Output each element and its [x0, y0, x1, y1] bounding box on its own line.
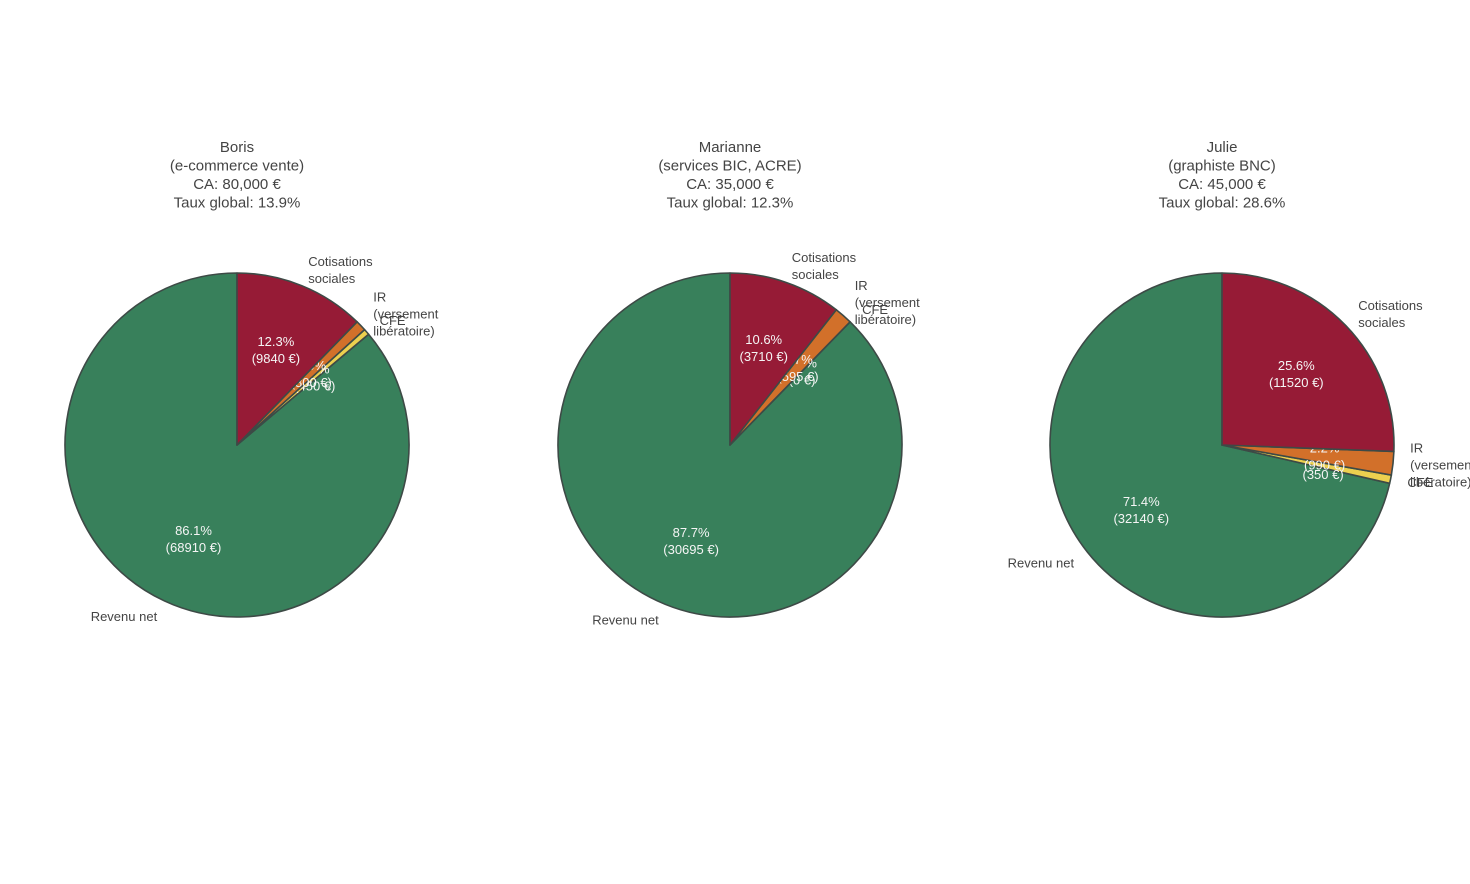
- slice-value-label-revenu-net: 86.1% (68910 €): [166, 523, 222, 555]
- slice-value-label-cotisations-sociales: 10.6% (3710 €): [739, 332, 787, 364]
- pie-chart-julie: Julie (graphiste BNC) CA: 45,000 € Taux glo…: [1008, 139, 1470, 618]
- chart-title: Julie (graphiste BNC) CA: 45,000 € Taux glo…: [1159, 139, 1286, 212]
- slice-value-label-cotisations-sociales: 12.3% (9840 €): [252, 334, 300, 366]
- chart-title: Marianne (services BIC, ACRE) CA: 35,000 €…: [658, 139, 801, 212]
- pie-slice-revenu-net: [1049, 272, 1391, 618]
- pie-chart-marianne: Marianne (services BIC, ACRE) CA: 35,000 €…: [557, 139, 920, 628]
- slice-label-cotisations-sociales: Cotisations sociales: [792, 250, 857, 282]
- slice-label-cfe: CFE: [380, 313, 406, 328]
- slice-label-ir-versement-lib-ratoire: IR (versement libératoire): [373, 289, 438, 338]
- slice-label-revenu-net: Revenu net: [1008, 555, 1075, 570]
- slice-label-cotisations-sociales: Cotisations sociales: [308, 254, 373, 286]
- slice-label-cotisations-sociales: Cotisations sociales: [1358, 298, 1423, 330]
- slice-label-ir-versement-lib-ratoire: IR (versement libératoire): [1410, 441, 1470, 490]
- slice-label-cfe: CFE: [862, 302, 888, 317]
- pie-slice-cotisations-sociales: [729, 272, 838, 446]
- chart-title: Boris (e-commerce vente) CA: 80,000 € Taux …: [170, 139, 304, 212]
- slice-label-ir-versement-lib-ratoire: IR (versement libératoire): [855, 278, 920, 327]
- pie-slice-cotisations-sociales: [1221, 272, 1395, 453]
- pie-chart-boris: Boris (e-commerce vente) CA: 80,000 € Taux …: [64, 139, 439, 624]
- slice-value-label-revenu-net: 87.7% (30695 €): [663, 525, 719, 557]
- slice-label-revenu-net: Revenu net: [91, 609, 158, 624]
- slice-value-label-revenu-net: 71.4% (32140 €): [1113, 494, 1169, 526]
- pie-slice-cotisations-sociales: [236, 272, 358, 446]
- slice-label-revenu-net: Revenu net: [592, 613, 659, 628]
- slice-label-cfe: CFE: [1407, 475, 1433, 490]
- slice-value-label-cotisations-sociales: 25.6% (11520 €): [1269, 358, 1324, 390]
